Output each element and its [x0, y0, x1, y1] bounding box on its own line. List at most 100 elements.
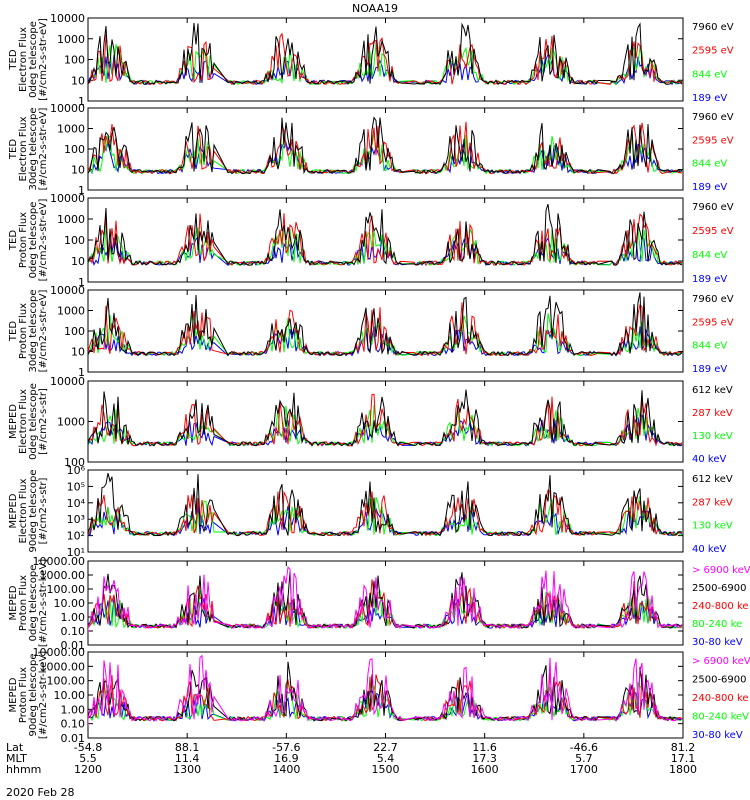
- series-189-ev: [88, 53, 683, 89]
- y-axis-label-line: 30deg telescope: [28, 107, 39, 190]
- data-marks: [88, 565, 683, 633]
- data-marks: [88, 116, 683, 178]
- date-label: 2020 Feb 28: [6, 786, 74, 799]
- footer-value: 17.1: [671, 752, 696, 765]
- footer-value: 88.1: [175, 741, 200, 754]
- panel-frame: [87, 107, 684, 191]
- y-axis-label: TEDElectron Flux30deg telescope[#/cm2-s-…: [8, 107, 49, 190]
- y-tick-label: 10⁵: [67, 480, 85, 493]
- y-axis-label-line: 0deg telescope: [28, 202, 39, 279]
- panel-5: 10000 1000 100 MEPEDElectron Flux0deg teles…: [8, 375, 733, 469]
- y-axis-label-line: 90deg telescope: [28, 469, 39, 552]
- y-axis-label-line: 30deg telescope: [28, 289, 39, 372]
- y-axis-label-line: [#/cm2-s-str-eV]: [38, 108, 49, 191]
- series--6900-kev: [88, 565, 683, 633]
- y-axis-label-line: Electron Flux: [18, 116, 29, 181]
- legend-entry: 7960 eV: [692, 22, 734, 33]
- legend-entry: 40 keV: [692, 454, 726, 465]
- legend-entry: 30-80 keV: [692, 730, 743, 741]
- legend-entry: 612 keV: [692, 385, 733, 396]
- y-tick-label: 1000.00: [40, 569, 86, 582]
- y-tick-label: 10000: [50, 284, 85, 297]
- y-tick-label: 100.00: [47, 675, 86, 688]
- footer-value: -57.6: [272, 741, 300, 754]
- y-axis-label-line: Proton Flux: [18, 303, 29, 359]
- panel-2: 10000 1000 100 10 1 TEDElectron Flux30deg tel…: [8, 102, 734, 197]
- legend-entry: 287 keV: [692, 497, 733, 508]
- legend-entry: 30-80 keV: [692, 637, 743, 648]
- y-axis-label-line: Electron Flux: [18, 389, 29, 454]
- y-axis-label-line: MEPED: [8, 677, 19, 712]
- legend-entry: 240-800 ke: [692, 693, 749, 704]
- y-axis-label-line: Electron Flux: [18, 27, 29, 92]
- series-2595-ev: [88, 213, 683, 270]
- panel-4: 10000 1000 100 10 1 TEDProton Flux30deg teles…: [8, 284, 734, 379]
- y-axis-label: TEDProton Flux30deg telescope[#/cm2-s-st…: [8, 289, 49, 372]
- panel-1: 10000 1000 100 10 1 TEDElectron Flux0deg tele…: [8, 12, 734, 108]
- footer-value: 5.5: [79, 752, 97, 765]
- y-tick-label: 100: [64, 234, 85, 247]
- series--6900-kev: [88, 654, 683, 726]
- y-tick-label: 0.10: [61, 625, 86, 638]
- footer-row-label: hhmm: [6, 763, 41, 776]
- series-2595-ev: [88, 121, 683, 178]
- panel-frame: [87, 289, 684, 373]
- footer-value: 11.6: [472, 741, 497, 754]
- y-tick-label: 10000.00: [33, 555, 86, 568]
- footer-value: 1800: [669, 763, 697, 776]
- y-tick-label: 0.01: [61, 732, 86, 745]
- footer-row-label: MLT: [6, 752, 27, 765]
- y-tick-label: 10: [71, 74, 85, 87]
- y-tick-label: 10000: [50, 102, 85, 115]
- y-tick-label: 10²: [67, 530, 85, 543]
- y-tick-label: 10: [71, 164, 85, 177]
- legend-entry: 2595 eV: [692, 46, 734, 57]
- data-marks: [88, 292, 683, 360]
- time-axis-footer: Lat -54.8 88.1 -57.6 22.7 11.6 -46.6 81.2 MLT 5.5…: [6, 741, 697, 776]
- footer-value: 16.9: [274, 752, 299, 765]
- legend-entry: 2595 eV: [692, 317, 734, 328]
- y-tick-label: 10000: [50, 12, 85, 25]
- y-axis-label: MEPEDProton Flux0deg telescope[#/cm2-s-s…: [8, 559, 49, 647]
- y-axis-label-line: 0deg telescope: [28, 565, 39, 642]
- data-marks: [88, 22, 683, 89]
- footer-value: 22.7: [373, 741, 398, 754]
- panel-frame: [87, 560, 684, 646]
- legend-entry: 2595 eV: [692, 135, 734, 146]
- legend-entry: > 6900 keV: [692, 656, 750, 667]
- y-axis-label: MEPEDElectron Flux90deg telescope[#/cm2-…: [8, 469, 49, 552]
- y-tick-label: 1: [78, 366, 85, 379]
- y-tick-label: 0.01: [61, 639, 86, 652]
- y-tick-label: 100.00: [47, 583, 86, 596]
- footer-value: -54.8: [74, 741, 102, 754]
- legend-entry: 844 eV: [692, 341, 727, 352]
- series-844-ev: [88, 313, 683, 360]
- legend-entry: 240-800 ke: [692, 601, 749, 612]
- series-7960-ev: [88, 292, 683, 360]
- series-7960-ev: [88, 22, 683, 89]
- legend-entry: 130 keV: [692, 521, 733, 532]
- y-tick-label: 10: [71, 255, 85, 268]
- y-axis-label-line: [#/cm2-s-str-keV]: [38, 559, 49, 647]
- legend-entry: 7960 eV: [692, 294, 734, 305]
- legend-entry: 287 keV: [692, 408, 733, 419]
- y-axis-label-line: [#/cm2-s-str-eV]: [38, 199, 49, 282]
- legend-entry: 7960 eV: [692, 202, 734, 213]
- y-axis-label-line: 0deg telescope: [28, 383, 39, 460]
- y-tick-label: 1000: [57, 123, 85, 136]
- legend-entry: 844 eV: [692, 69, 727, 80]
- y-tick-label: 1000: [57, 305, 85, 318]
- legend-entry: 844 eV: [692, 250, 727, 261]
- legend-entry: 844 eV: [692, 159, 727, 170]
- footer-value: 11.4: [175, 752, 200, 765]
- y-tick-label: 1.00: [61, 703, 86, 716]
- legend-entry: 189 eV: [692, 182, 727, 193]
- panel-3: 10000 1000 100 10 1 TEDProton Flux0deg telesc…: [8, 192, 734, 289]
- y-tick-label: 10⁶: [67, 464, 86, 477]
- y-axis-label-line: Proton Flux: [18, 212, 29, 268]
- y-axis-label: TEDProton Flux0deg telescope[#/cm2-s-str…: [8, 199, 49, 282]
- legend-entry: 189 eV: [692, 364, 727, 375]
